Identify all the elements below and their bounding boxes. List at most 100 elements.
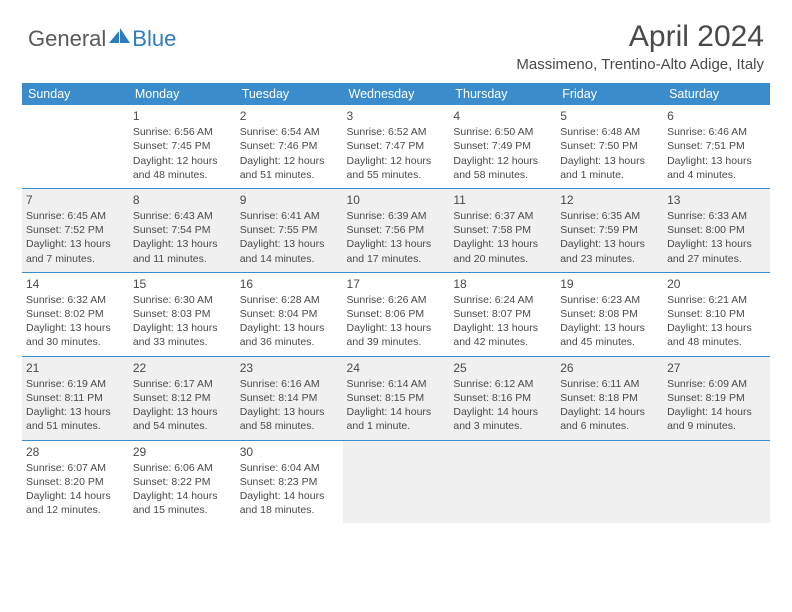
calendar-week-row: 14Sunrise: 6:32 AMSunset: 8:02 PMDayligh…	[22, 272, 770, 356]
day-info-line: Daylight: 12 hours	[240, 154, 339, 168]
calendar-cell: 11Sunrise: 6:37 AMSunset: 7:58 PMDayligh…	[449, 188, 556, 272]
day-info-line: Sunset: 8:02 PM	[26, 307, 125, 321]
day-info-line: Daylight: 13 hours	[26, 321, 125, 335]
day-info-line: Daylight: 13 hours	[240, 321, 339, 335]
day-number: 16	[240, 276, 339, 292]
day-info-line: Sunrise: 6:32 AM	[26, 293, 125, 307]
calendar-cell: 8Sunrise: 6:43 AMSunset: 7:54 PMDaylight…	[129, 188, 236, 272]
day-info-line: Sunrise: 6:46 AM	[667, 125, 766, 139]
calendar-cell: 24Sunrise: 6:14 AMSunset: 8:15 PMDayligh…	[343, 356, 450, 440]
day-info-line: Sunset: 7:56 PM	[347, 223, 446, 237]
day-info-line: and 3 minutes.	[453, 419, 552, 433]
day-number: 8	[133, 192, 232, 208]
day-number: 27	[667, 360, 766, 376]
calendar-week-row: 21Sunrise: 6:19 AMSunset: 8:11 PMDayligh…	[22, 356, 770, 440]
calendar-cell: 7Sunrise: 6:45 AMSunset: 7:52 PMDaylight…	[22, 188, 129, 272]
day-info-line: Daylight: 13 hours	[26, 405, 125, 419]
calendar-cell: 22Sunrise: 6:17 AMSunset: 8:12 PMDayligh…	[129, 356, 236, 440]
header: General Blue April 2024 Massimeno, Trent…	[0, 0, 792, 77]
day-info-line: Sunset: 8:19 PM	[667, 391, 766, 405]
day-info-line: Daylight: 14 hours	[240, 489, 339, 503]
day-info-line: and 1 minute.	[560, 168, 659, 182]
day-info-line: Sunset: 7:51 PM	[667, 139, 766, 153]
day-info-line: Sunrise: 6:35 AM	[560, 209, 659, 223]
day-info-line: and 11 minutes.	[133, 252, 232, 266]
calendar-cell: 18Sunrise: 6:24 AMSunset: 8:07 PMDayligh…	[449, 272, 556, 356]
day-info-line: and 15 minutes.	[133, 503, 232, 517]
day-info-line: Daylight: 12 hours	[133, 154, 232, 168]
day-info-line: Sunset: 8:12 PM	[133, 391, 232, 405]
day-info-line: and 4 minutes.	[667, 168, 766, 182]
calendar-cell: 26Sunrise: 6:11 AMSunset: 8:18 PMDayligh…	[556, 356, 663, 440]
calendar-cell: 17Sunrise: 6:26 AMSunset: 8:06 PMDayligh…	[343, 272, 450, 356]
day-info-line: Sunset: 8:00 PM	[667, 223, 766, 237]
day-info-line: and 7 minutes.	[26, 252, 125, 266]
calendar-grid: SundayMondayTuesdayWednesdayThursdayFrid…	[22, 83, 770, 523]
calendar-cell: 27Sunrise: 6:09 AMSunset: 8:19 PMDayligh…	[663, 356, 770, 440]
day-info-line: Sunrise: 6:12 AM	[453, 377, 552, 391]
calendar-cell: 15Sunrise: 6:30 AMSunset: 8:03 PMDayligh…	[129, 272, 236, 356]
day-info-line: and 42 minutes.	[453, 335, 552, 349]
day-number: 29	[133, 444, 232, 460]
day-info-line: and 6 minutes.	[560, 419, 659, 433]
day-info-line: Daylight: 14 hours	[133, 489, 232, 503]
day-info-line: Sunrise: 6:37 AM	[453, 209, 552, 223]
day-info-line: Daylight: 13 hours	[347, 321, 446, 335]
day-number: 21	[26, 360, 125, 376]
weekday-header: Saturday	[663, 83, 770, 105]
day-info-line: Sunset: 7:45 PM	[133, 139, 232, 153]
day-info-line: Sunrise: 6:23 AM	[560, 293, 659, 307]
day-info-line: Sunset: 8:14 PM	[240, 391, 339, 405]
title-block: April 2024 Massimeno, Trentino-Alto Adig…	[516, 20, 764, 73]
day-number: 4	[453, 108, 552, 124]
calendar-cell: 6Sunrise: 6:46 AMSunset: 7:51 PMDaylight…	[663, 105, 770, 188]
page-title: April 2024	[516, 20, 764, 54]
brand-logo: General Blue	[28, 20, 176, 52]
day-info-line: Daylight: 14 hours	[667, 405, 766, 419]
calendar-cell: 25Sunrise: 6:12 AMSunset: 8:16 PMDayligh…	[449, 356, 556, 440]
day-number: 22	[133, 360, 232, 376]
day-info-line: Sunset: 8:18 PM	[560, 391, 659, 405]
day-info-line: and 30 minutes.	[26, 335, 125, 349]
day-info-line: Sunrise: 6:16 AM	[240, 377, 339, 391]
day-number: 2	[240, 108, 339, 124]
day-info-line: Sunrise: 6:54 AM	[240, 125, 339, 139]
day-number: 15	[133, 276, 232, 292]
day-info-line: Sunrise: 6:19 AM	[26, 377, 125, 391]
day-info-line: Sunrise: 6:33 AM	[667, 209, 766, 223]
calendar-cell: 1Sunrise: 6:56 AMSunset: 7:45 PMDaylight…	[129, 105, 236, 188]
calendar-cell: 12Sunrise: 6:35 AMSunset: 7:59 PMDayligh…	[556, 188, 663, 272]
brand-text-2: Blue	[132, 26, 176, 52]
day-info-line: Daylight: 13 hours	[26, 237, 125, 251]
calendar-cell: 19Sunrise: 6:23 AMSunset: 8:08 PMDayligh…	[556, 272, 663, 356]
weekday-header: Friday	[556, 83, 663, 105]
day-info-line: Sunset: 7:55 PM	[240, 223, 339, 237]
day-info-line: Daylight: 13 hours	[560, 321, 659, 335]
day-info-line: and 1 minute.	[347, 419, 446, 433]
calendar-cell: 10Sunrise: 6:39 AMSunset: 7:56 PMDayligh…	[343, 188, 450, 272]
day-info-line: and 18 minutes.	[240, 503, 339, 517]
day-info-line: Daylight: 13 hours	[133, 405, 232, 419]
day-info-line: Sunrise: 6:11 AM	[560, 377, 659, 391]
calendar-cell: 21Sunrise: 6:19 AMSunset: 8:11 PMDayligh…	[22, 356, 129, 440]
day-info-line: Sunrise: 6:04 AM	[240, 461, 339, 475]
day-number: 9	[240, 192, 339, 208]
day-number: 23	[240, 360, 339, 376]
day-info-line: Daylight: 13 hours	[667, 154, 766, 168]
day-info-line: and 12 minutes.	[26, 503, 125, 517]
day-info-line: Daylight: 14 hours	[26, 489, 125, 503]
day-info-line: Sunset: 8:22 PM	[133, 475, 232, 489]
day-info-line: Sunrise: 6:56 AM	[133, 125, 232, 139]
day-info-line: Sunrise: 6:52 AM	[347, 125, 446, 139]
day-info-line: and 51 minutes.	[26, 419, 125, 433]
brand-text-1: General	[28, 26, 106, 52]
location-subtitle: Massimeno, Trentino-Alto Adige, Italy	[516, 56, 764, 73]
day-number: 10	[347, 192, 446, 208]
day-info-line: Sunset: 8:07 PM	[453, 307, 552, 321]
day-info-line: Sunrise: 6:30 AM	[133, 293, 232, 307]
day-info-line: Sunrise: 6:50 AM	[453, 125, 552, 139]
weekday-header-row: SundayMondayTuesdayWednesdayThursdayFrid…	[22, 83, 770, 105]
calendar-cell: 2Sunrise: 6:54 AMSunset: 7:46 PMDaylight…	[236, 105, 343, 188]
day-info-line: and 36 minutes.	[240, 335, 339, 349]
day-info-line: Sunrise: 6:09 AM	[667, 377, 766, 391]
